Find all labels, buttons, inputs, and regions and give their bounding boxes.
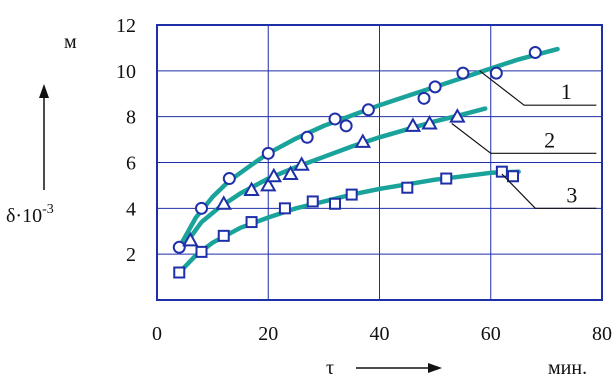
- data-point-triangle: [354, 133, 372, 148]
- data-point-square: [217, 229, 230, 242]
- data-point-square: [173, 266, 186, 279]
- data-point-circle: [339, 119, 353, 133]
- data-point-triangle: [265, 167, 283, 183]
- data-point-triangle: [215, 195, 232, 210]
- data-point-triangle: [293, 156, 310, 171]
- data-point-triangle: [243, 181, 260, 196]
- fit-curves: [177, 46, 560, 275]
- data-point-square: [306, 195, 319, 208]
- y-tick-label: 10: [116, 61, 136, 83]
- data-point-triangle: [182, 231, 199, 247]
- y-tick-label: 4: [126, 198, 136, 220]
- data-point-circle: [456, 66, 470, 80]
- curve-label-3: 3: [566, 182, 577, 207]
- x-axis-label: τ: [326, 357, 334, 379]
- y-tick-label: 12: [116, 15, 136, 37]
- label-leaders: 12 3: [451, 70, 597, 209]
- x-tick-label: 60: [481, 323, 501, 345]
- y-axis-label-base: δ·10: [6, 205, 42, 227]
- data-point-circle: [361, 103, 375, 117]
- data-point-circle: [328, 112, 342, 126]
- data-point-square: [401, 181, 414, 194]
- y-tick-label: 2: [126, 244, 136, 266]
- fit-curve-3: [177, 169, 521, 275]
- curve-label-2: 2: [544, 127, 555, 152]
- data-point-triangle: [282, 165, 299, 180]
- y-tick-label: 6: [126, 153, 136, 175]
- data-point-square: [278, 202, 291, 215]
- data-point-square: [495, 165, 508, 178]
- data-point-triangle: [449, 108, 466, 123]
- data-point-circle: [261, 146, 275, 160]
- data-point-square: [507, 170, 519, 183]
- leader-line-3: [501, 173, 597, 209]
- data-point-triangle: [421, 115, 438, 130]
- grid: [156, 24, 603, 301]
- data-point-circle: [172, 240, 186, 254]
- data-point-square: [345, 188, 358, 201]
- y-unit-label: м: [64, 31, 77, 53]
- y-tick-label: 8: [126, 107, 136, 129]
- data-point-circle: [195, 201, 208, 215]
- x-arrow-icon: [356, 363, 442, 373]
- data-point-circle: [222, 172, 236, 186]
- leader-line-2: [451, 123, 597, 154]
- data-point-circle: [489, 66, 503, 80]
- x-tick-label: 0: [152, 323, 162, 345]
- curve-label-1: 1: [561, 79, 572, 104]
- data-point-circle: [528, 46, 542, 59]
- x-tick-label: 40: [370, 323, 390, 345]
- data-point-square: [329, 197, 341, 210]
- x-unit-label: мин.: [548, 357, 587, 379]
- x-tick-label: 20: [258, 323, 278, 345]
- data-point-square: [440, 172, 453, 185]
- data-point-circle: [428, 80, 442, 94]
- data-point-square: [245, 216, 258, 229]
- fit-curve-1: [177, 46, 560, 250]
- data-point-triangle: [260, 176, 277, 192]
- data-point-circle: [300, 130, 314, 144]
- data-markers: [172, 46, 542, 279]
- x-tick-label: 80: [592, 323, 612, 345]
- data-point-square: [195, 245, 208, 258]
- data-point-circle: [417, 91, 431, 105]
- data-point-triangle: [404, 117, 422, 132]
- y-arrow-icon: [39, 84, 49, 190]
- y-axis-label-exponent: -3: [42, 202, 54, 217]
- y-axis-label: δ·10-3: [6, 202, 54, 227]
- plot-frame: [156, 24, 603, 301]
- leader-line-1: [479, 70, 597, 106]
